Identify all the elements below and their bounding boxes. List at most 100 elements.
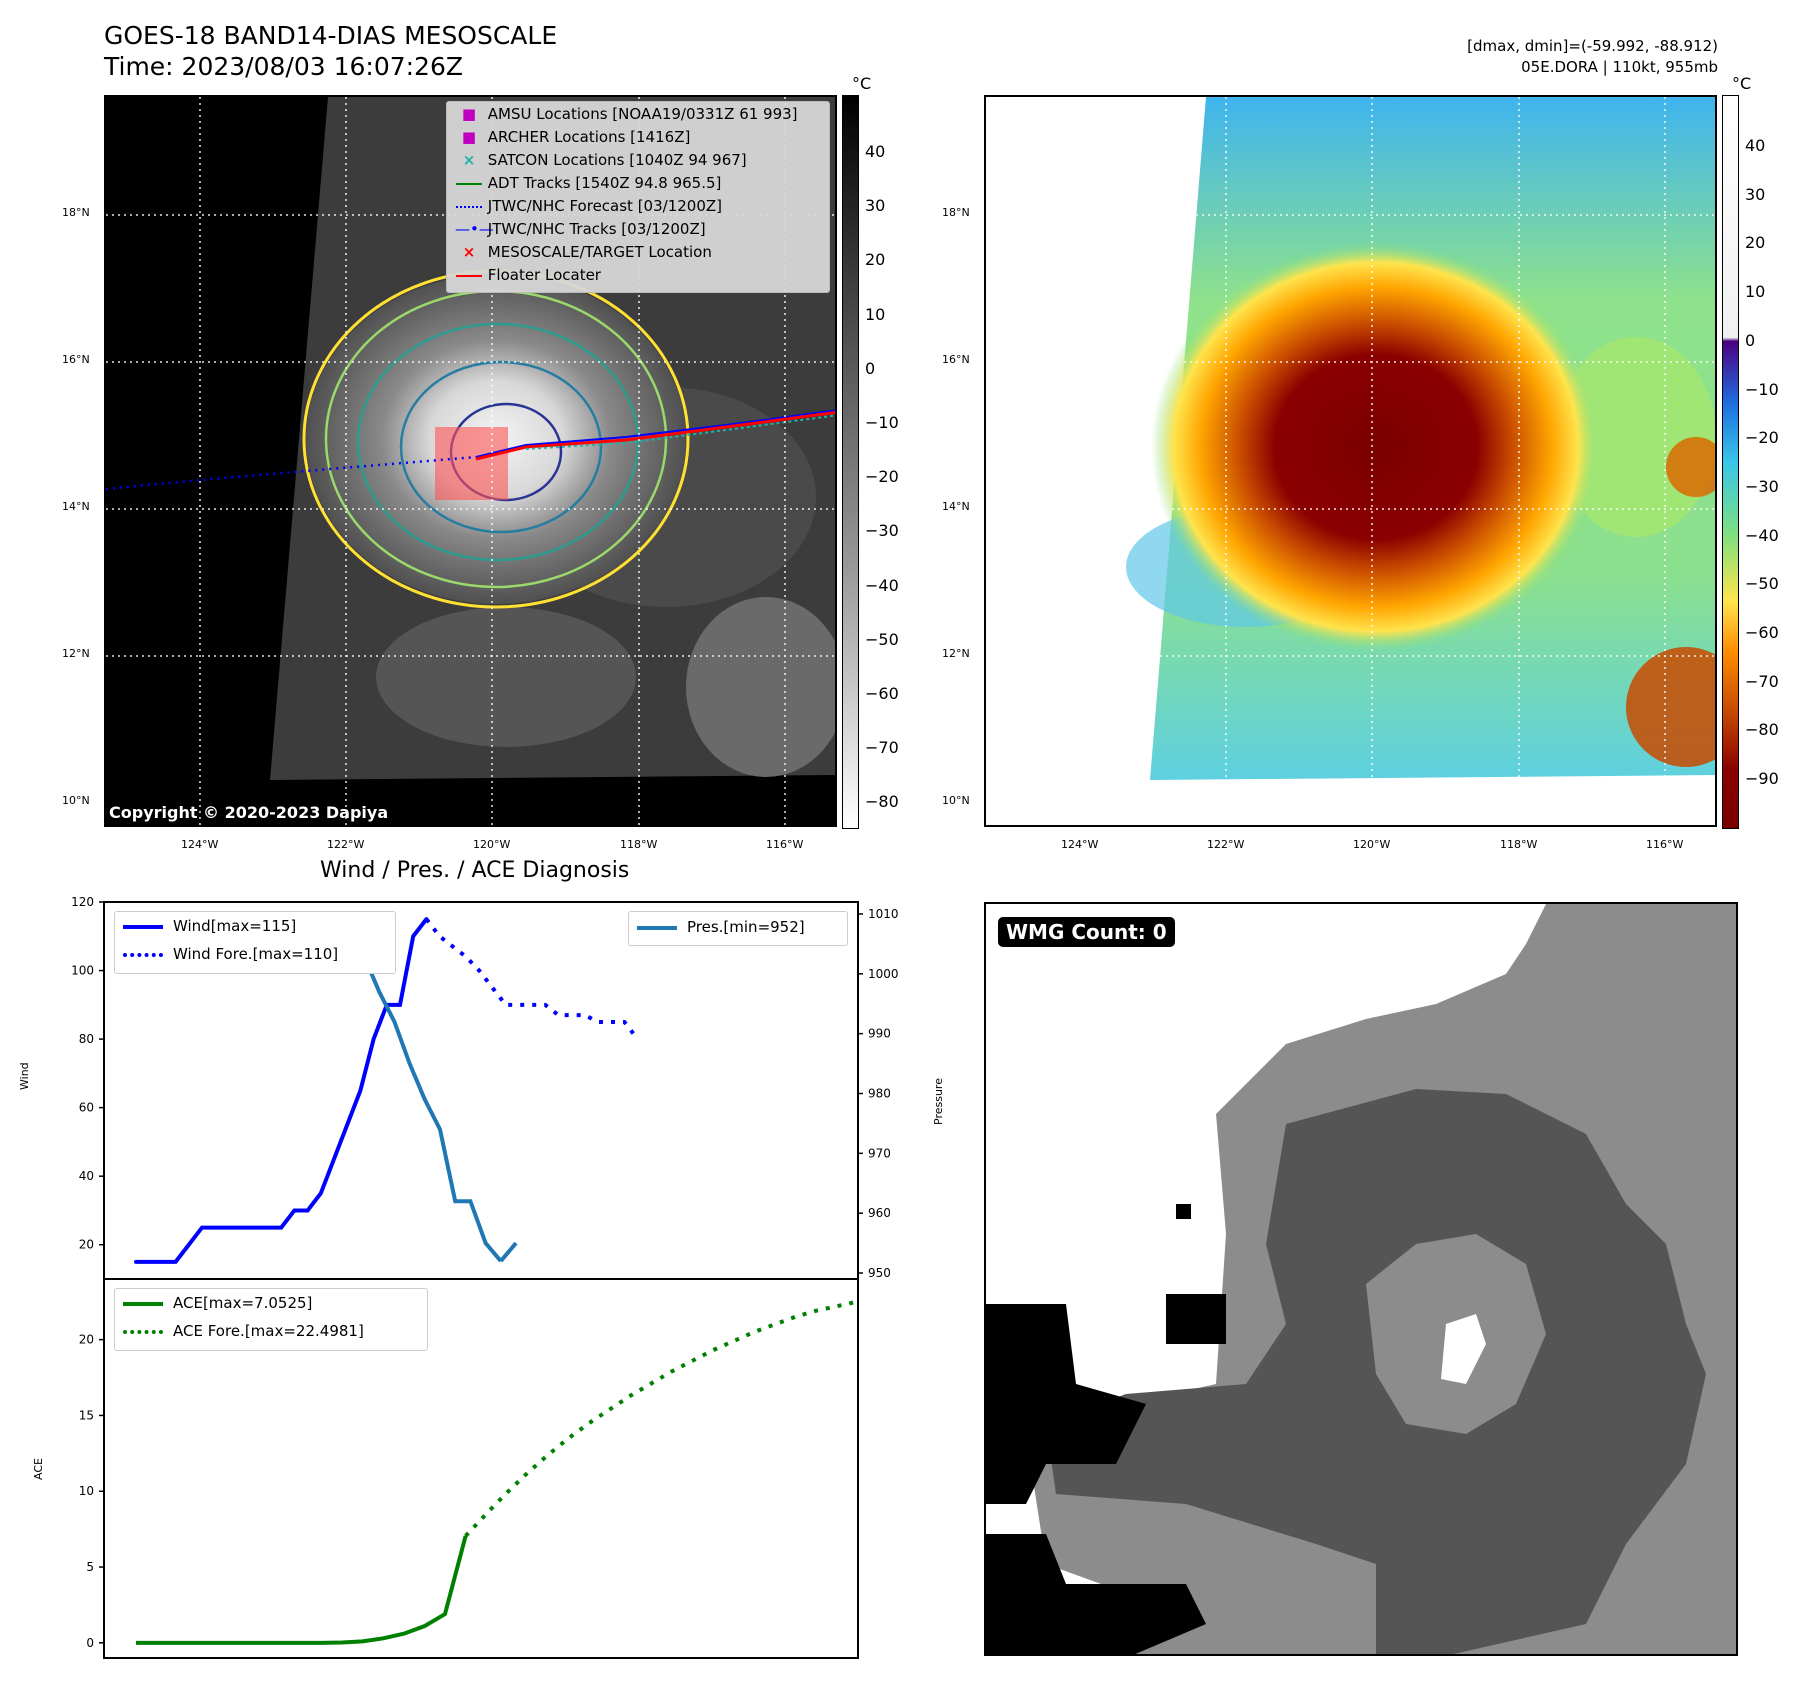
colorbar-tick-label: 10 <box>865 304 886 324</box>
colorbar-tick-label: −20 <box>865 467 899 487</box>
ace-tick-label: 20 <box>79 1333 94 1347</box>
pressure-tick-label: 980 <box>868 1086 891 1100</box>
lon-tick-label: 124°W <box>181 838 219 851</box>
page-time: Time: 2023/08/03 16:07:26Z <box>104 52 463 81</box>
diagnosis-chart: 20 40 60 80 100 120 950 960 970 980 990 1000 1010 0 5 1… <box>71 895 899 1659</box>
legend-item: ACE[max=7.0525] <box>123 1293 312 1313</box>
legend-label: ARCHER Locations [1416Z] <box>487 128 691 146</box>
colorbar-tick-label: 20 <box>1745 233 1766 253</box>
legend-item: ■ AMSU Locations [NOAA19/0331Z 61 993] <box>461 105 798 123</box>
legend-item: ■ ARCHER Locations [1416Z] <box>461 128 691 146</box>
lon-tick-label: 122°W <box>1207 838 1245 851</box>
page-title: GOES-18 BAND14-DIAS MESOSCALE <box>104 21 558 50</box>
legend-item: Pres.[min=952] <box>637 917 805 937</box>
map-gridlines <box>986 97 1715 825</box>
dmax-dmin-readout: [dmax, dmin]=(-59.992, -88.912) <box>1467 37 1718 55</box>
lat-tick-label: 12°N <box>62 647 90 660</box>
colorbar-tick-label: −10 <box>1745 379 1779 399</box>
colorbar-tick-label: −40 <box>1745 525 1779 545</box>
legend-label: Pres.[min=952] <box>687 918 805 936</box>
colorbar-unit: °C <box>852 74 872 93</box>
legend-label: JTWC/NHC Forecast [03/1200Z] <box>487 197 723 215</box>
color-ir-map-panel <box>984 95 1717 827</box>
legend-label: AMSU Locations [NOAA19/0331Z 61 993] <box>487 105 798 123</box>
lon-tick-label: 116°W <box>1646 838 1684 851</box>
satcon-track <box>525 414 835 450</box>
legend-label: Floater Locater <box>487 266 601 284</box>
colorbar-unit: °C <box>1732 74 1752 93</box>
cloud-field <box>376 607 636 747</box>
storm-info: 05E.DORA | 110kt, 955mb <box>1521 58 1718 76</box>
colorbar-tick-label: −20 <box>1745 428 1779 448</box>
wind-tick-label: 80 <box>79 1032 94 1046</box>
wmg-cold-pixels <box>1176 1204 1191 1219</box>
colorbar-tick-label: −90 <box>1745 769 1779 789</box>
colorbar-tick-label: −70 <box>1745 671 1779 691</box>
contour-blue <box>399 360 603 534</box>
colorbar-tick-label: 0 <box>865 358 876 378</box>
lon-tick-label: 116°W <box>766 838 804 851</box>
legend-label: SATCON Locations [1040Z 94 967] <box>487 151 747 169</box>
pressure-tick-label: 950 <box>868 1266 891 1280</box>
legend-label: ADT Tracks [1540Z 94.8 965.5] <box>487 174 722 192</box>
wind-forecast-line <box>424 917 640 1041</box>
wmg-eye <box>1441 1314 1486 1384</box>
wmg-cold-pixels <box>986 1534 1206 1654</box>
wind-tick-label: 20 <box>79 1238 94 1252</box>
pressure-series-line <box>499 1241 518 1263</box>
wmg-svg <box>986 904 1736 1654</box>
legend-label: ACE Fore.[max=22.4981] <box>173 1322 364 1340</box>
legend-item: JTWC/NHC Forecast [03/1200Z] <box>455 196 722 216</box>
jtwc-forecast-track <box>106 455 477 491</box>
colorbar-tick-label: 40 <box>865 142 886 161</box>
wind-tick-label: 60 <box>79 1101 94 1115</box>
legend-item: ACE Fore.[max=22.4981] <box>123 1321 364 1341</box>
wind-tick-label: 40 <box>79 1169 94 1183</box>
lat-tick-label: 18°N <box>942 206 970 219</box>
legend-item: × MESOSCALE/TARGET Location <box>462 243 712 261</box>
lat-tick-label: 16°N <box>62 353 90 366</box>
pressure-tick-label: 970 <box>868 1146 891 1160</box>
lat-tick-label: 16°N <box>942 353 970 366</box>
storm-cold-tops <box>1151 242 1601 652</box>
lon-tick-label: 118°W <box>1500 838 1538 851</box>
colorbar-tick-label: −80 <box>865 792 899 812</box>
colorbar-tick-label: 10 <box>1745 282 1766 302</box>
mesoscale-target-box <box>435 427 508 500</box>
pressure-tick-label: 1010 <box>868 907 899 921</box>
ace-tick-label: 15 <box>79 1408 94 1422</box>
jtwc-track <box>475 409 835 458</box>
pressure-tick-label: 1000 <box>868 967 899 981</box>
legend-label: JTWC/NHC Tracks [03/1200Z] <box>487 220 706 238</box>
legend-label: Wind[max=115] <box>173 917 297 935</box>
colorbar-tick-label: −30 <box>865 521 899 541</box>
wind-tick-label: 100 <box>71 964 94 978</box>
lon-tick-label: 124°W <box>1061 838 1099 851</box>
legend-label: Wind Fore.[max=110] <box>173 945 339 963</box>
ace-legend: ACE[max=7.0525] ACE Fore.[max=22.4981] <box>114 1288 428 1351</box>
lon-tick-label: 120°W <box>1353 838 1391 851</box>
colorbar-tick-label: 30 <box>1745 184 1766 204</box>
copyright-text: Copyright © 2020-2023 Dapiya <box>109 803 389 822</box>
legend-item: Wind[max=115] <box>123 916 296 936</box>
ace-forecast-line <box>464 1299 858 1538</box>
ace-tick-label: 0 <box>86 1636 94 1650</box>
colorbar-tick-label: −60 <box>1745 623 1779 642</box>
diagnosis-title: Wind / Pres. / ACE Diagnosis <box>320 858 630 883</box>
ace-tick-label: 10 <box>79 1484 94 1498</box>
wmg-cold-pixels <box>1166 1294 1226 1344</box>
colorbar-tick-label: 40 <box>1745 136 1766 155</box>
legend-item: Wind Fore.[max=110] <box>123 944 338 964</box>
pressure-tick-label: 960 <box>868 1206 891 1220</box>
wind-tick-label: 120 <box>71 895 94 909</box>
pressure-legend: Pres.[min=952] <box>628 911 848 946</box>
colorbar-tick-label: 30 <box>865 196 886 216</box>
legend-item: —•— JTWC/NHC Tracks [03/1200Z] <box>455 220 706 238</box>
colorbar-tick-label: −30 <box>1745 476 1779 496</box>
lon-tick-label: 122°W <box>327 838 365 851</box>
colorbar-tick-label: −50 <box>1745 574 1779 594</box>
wmg-count-label: WMG Count: 0 <box>998 917 1175 947</box>
lat-tick-label: 10°N <box>62 794 90 807</box>
pressure-axis-label: Pressure <box>932 1078 945 1125</box>
lat-tick-label: 14°N <box>62 500 90 513</box>
